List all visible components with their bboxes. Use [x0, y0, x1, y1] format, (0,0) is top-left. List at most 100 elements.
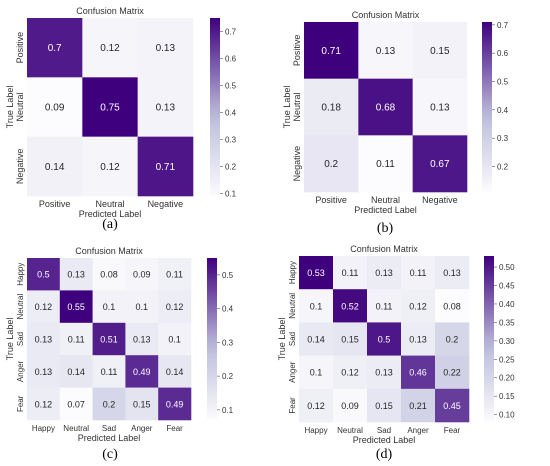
- cell-value-label: 0.09: [341, 401, 359, 411]
- cell-value-label: 0.7: [48, 43, 62, 54]
- heatmap-cell: [304, 135, 359, 193]
- cell-value-label: 0.12: [307, 401, 325, 411]
- heatmap-cell: [367, 322, 402, 356]
- y-tick-label: Happy: [16, 263, 25, 286]
- heatmap-cell: [27, 387, 61, 421]
- heatmap-cell: [304, 22, 359, 79]
- cell-value-label: 0.11: [376, 159, 395, 170]
- x-axis-label: Predicted Label: [78, 433, 141, 443]
- heatmap-cell: [435, 256, 470, 290]
- colorbar-tick-label: 0.50: [499, 263, 515, 272]
- x-tick-label: Positive: [315, 195, 347, 205]
- chart-title: Confusion Matrix: [350, 244, 418, 254]
- colorbar-tick-label: 0.5: [222, 271, 234, 280]
- heatmap-cell: [125, 258, 159, 291]
- heatmap-cell: [401, 256, 436, 290]
- colorbar-tick-label: 0.1: [222, 406, 234, 415]
- heatmap-cell: [125, 322, 159, 356]
- cell-value-label: 0.13: [376, 46, 396, 57]
- cell-value-label: 0.12: [100, 162, 120, 173]
- cell-value-label: 0.14: [307, 335, 325, 345]
- heatmap-cell: [358, 22, 413, 79]
- heatmap-cell: [401, 355, 436, 390]
- y-tick-label: Anger: [16, 360, 25, 382]
- x-tick-label: Negative: [148, 199, 184, 209]
- colorbar-tick-label: 0.4: [222, 305, 234, 314]
- heatmap-cell: [158, 355, 192, 388]
- cell-value-label: 0.13: [375, 368, 393, 378]
- chart-title: Confusion Matrix: [75, 246, 143, 256]
- heatmap-cell: [137, 136, 194, 197]
- cell-value-label: 0.12: [35, 399, 53, 409]
- colorbar: [207, 258, 217, 420]
- heatmap-cell: [401, 388, 436, 423]
- y-tick-label: Anger: [288, 361, 297, 383]
- colorbar-tick-label: 0.3: [222, 338, 234, 347]
- cell-value-label: 0.2: [446, 335, 459, 345]
- y-tick-label: Neutral: [288, 293, 297, 319]
- cell-value-label: 0.09: [45, 103, 65, 114]
- heatmap-cell: [435, 289, 470, 323]
- cell-value-label: 0.2: [324, 159, 338, 170]
- heatmap-cell: [92, 258, 126, 291]
- colorbar-tick-label: 0.30: [499, 337, 515, 346]
- y-tick-label: Negative: [292, 146, 302, 182]
- heatmap-cell: [401, 322, 436, 356]
- heatmap-cell: [158, 290, 192, 324]
- heatmap-panel: Confusion Matrix 0.71 0.13 0.15 0.18 0.68 0.13…: [282, 10, 509, 236]
- heatmap-cell: [435, 355, 470, 390]
- heatmap-cell: [333, 289, 368, 323]
- cell-value-label: 0.68: [376, 103, 396, 114]
- cell-value-label: 0.46: [409, 368, 427, 378]
- heatmap-cell: [125, 355, 159, 388]
- heatmap-cell: [299, 322, 334, 356]
- y-tick-label: Happy: [288, 261, 297, 284]
- colorbar: [210, 18, 220, 196]
- colorbar-tick-label: 0.25: [499, 355, 515, 364]
- x-tick-label: Anger: [131, 424, 153, 433]
- cell-value-label: 0.49: [166, 399, 184, 409]
- cell-value-label: 0.75: [100, 103, 120, 114]
- heatmap-cell: [304, 78, 359, 136]
- heatmap-cell: [358, 78, 413, 136]
- heatmap-cell: [435, 388, 470, 423]
- y-tick-label: Neutral: [292, 92, 302, 121]
- cell-value-label: 0.11: [68, 335, 85, 345]
- heatmap-cell: [299, 256, 334, 290]
- cell-value-label: 0.2: [103, 399, 116, 409]
- cell-value-label: 0.12: [35, 302, 53, 312]
- cell-value-label: 0.13: [35, 367, 53, 377]
- cell-value-label: 0.71: [321, 46, 341, 57]
- heatmap-cell: [27, 77, 83, 137]
- cell-value-label: 0.13: [156, 103, 176, 114]
- heatmap-cell: [158, 322, 192, 356]
- cell-value-label: 0.51: [100, 335, 118, 345]
- heatmap-cell: [27, 290, 61, 324]
- heatmap-cell: [412, 135, 468, 193]
- colorbar: [484, 256, 494, 422]
- heatmap-panel: Confusion Matrix 0.7 0.12 0.13 0.09 0.75 0.13 0…: [5, 6, 237, 232]
- colorbar-tick-label: 0.40: [499, 300, 515, 309]
- colorbar-tick-label: 0.45: [499, 282, 515, 291]
- cell-value-label: 0.55: [67, 302, 85, 312]
- cell-value-label: 0.13: [35, 335, 53, 345]
- x-tick-label: Neutral: [63, 424, 89, 433]
- cell-value-label: 0.11: [410, 268, 427, 278]
- colorbar-tick-label: 0.1: [225, 189, 237, 198]
- x-tick-label: Neutral: [337, 426, 363, 435]
- heatmap-cell: [367, 289, 402, 323]
- cell-value-label: 0.1: [103, 302, 116, 312]
- heatmap-cell: [92, 355, 126, 388]
- y-tick-label: Positive: [292, 35, 302, 67]
- x-tick-label: Fear: [444, 426, 461, 435]
- y-tick-label: Neutral: [16, 293, 25, 319]
- colorbar-tick-label: 0.2: [222, 372, 234, 381]
- colorbar-tick-label: 0.4: [225, 108, 237, 117]
- x-axis-label: Predicted Label: [353, 435, 416, 445]
- y-tick-label: Fear: [16, 395, 25, 412]
- cell-value-label: 0.13: [133, 335, 151, 345]
- heatmap-cell: [299, 289, 334, 323]
- cell-value-label: 0.13: [375, 268, 393, 278]
